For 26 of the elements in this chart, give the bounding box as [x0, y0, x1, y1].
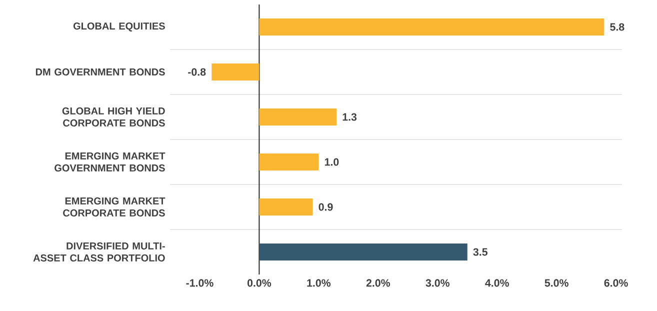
data-label: 1.0 [324, 158, 339, 166]
bar [259, 108, 337, 126]
data-label: 3.5 [473, 248, 488, 256]
bar [259, 18, 604, 36]
data-label: 1.3 [342, 113, 357, 121]
x-tick-label: 5.0% [544, 279, 568, 287]
y-tick-label: GLOBAL HIGH YIELD CORPORATE BONDS [62, 107, 165, 127]
y-tick-label: EMERGING MARKET GOVERNMENT BONDS [54, 152, 166, 172]
bar [259, 198, 313, 216]
y-tick-label: EMERGING MARKET CORPORATE BONDS [63, 197, 166, 217]
data-label: -0.8 [188, 68, 206, 76]
y-tick-label: DIVERSIFIED MULTI-ASSET CLASS PORTFOLIO [33, 242, 165, 262]
data-label: 0.9 [318, 203, 333, 211]
x-tick-label: -1.0% [186, 279, 214, 287]
x-tick-label: 2.0% [366, 279, 390, 287]
x-tick-label: 4.0% [485, 279, 509, 287]
data-label: 5.8 [610, 23, 624, 31]
bar [212, 63, 260, 80]
x-tick-label: 6.0% [604, 279, 628, 287]
x-tick-label: 3.0% [426, 279, 450, 287]
x-tick-label: 1.0% [307, 279, 331, 287]
bar [259, 243, 468, 260]
x-tick-label: 0.0% [247, 279, 272, 287]
y-tick-label: GLOBAL EQUITIES [73, 22, 165, 32]
y-tick-label: DM GOVERNMENT BONDS [36, 68, 165, 76]
bar [259, 153, 319, 170]
